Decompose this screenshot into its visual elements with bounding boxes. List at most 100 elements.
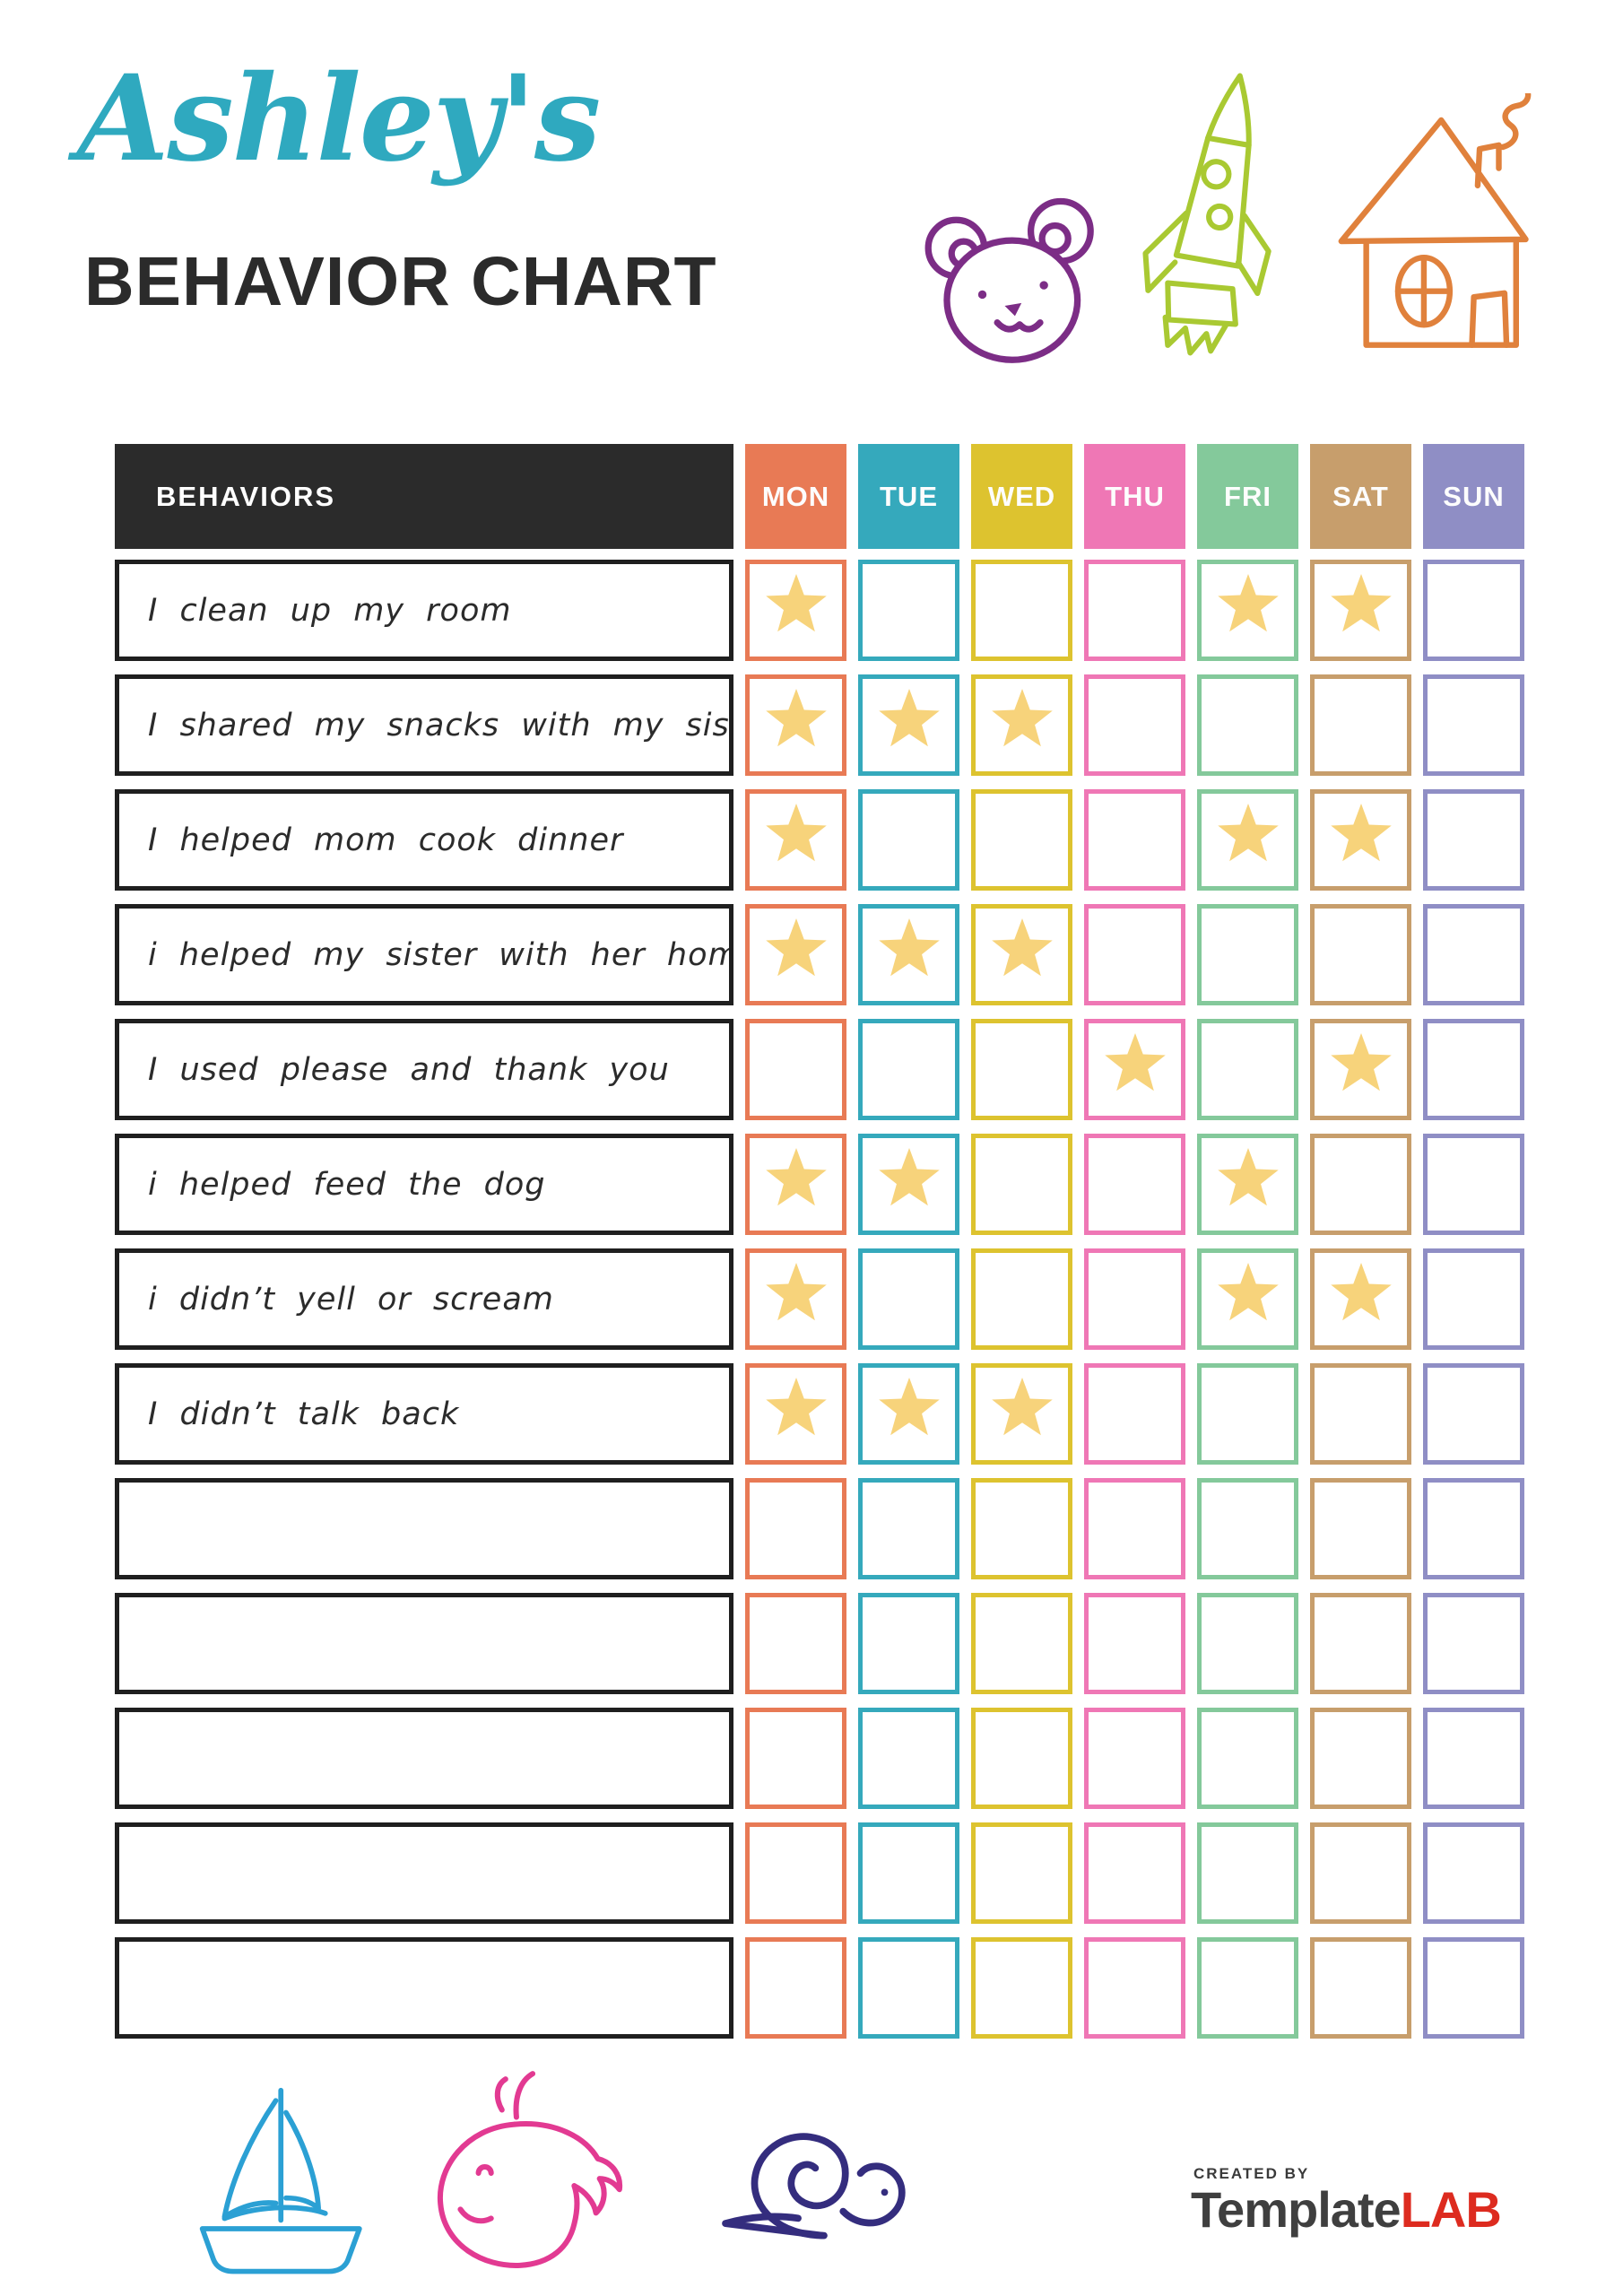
day-cell-sun (1423, 1363, 1524, 1465)
day-cell-sun (1423, 1019, 1524, 1120)
day-cell-tue (858, 1478, 959, 1579)
day-cell-fri (1197, 1019, 1298, 1120)
day-cell-wed (971, 1937, 1072, 2039)
behavior-label: i helped my sister with her homework (115, 904, 733, 1005)
table-row: i helped my sister with her homework (115, 904, 1524, 1005)
day-header-tue: TUE (858, 444, 959, 549)
day-cell-fri (1197, 1478, 1298, 1579)
day-cell-thu (1084, 1708, 1185, 1809)
day-cell-sat (1310, 674, 1411, 776)
day-cell-thu (1084, 904, 1185, 1005)
behavior-table: BEHAVIORS MON TUE WED THU FRI SAT SUN I clean … (115, 444, 1524, 2052)
star-icon (1217, 1147, 1279, 1206)
day-cell-thu (1084, 1593, 1185, 1694)
day-cell-mon (745, 1248, 846, 1350)
sailboat-icon (135, 2068, 436, 2282)
day-cell-tue (858, 1937, 959, 2039)
created-by-label: CREATED BY (1193, 2165, 1310, 2182)
day-cell-thu (1084, 1937, 1185, 2039)
star-icon (991, 688, 1053, 747)
templatelab-logo: CREATED BY TemplateLAB (1191, 2165, 1541, 2235)
day-header-sun: SUN (1423, 444, 1524, 549)
behavior-label: i helped feed the dog (115, 1134, 733, 1235)
day-cell-sat (1310, 1134, 1411, 1235)
day-header-wed: WED (971, 444, 1072, 549)
day-cell-tue (858, 1363, 959, 1465)
day-cell-wed (971, 904, 1072, 1005)
day-cell-mon (745, 1478, 846, 1579)
brand-wordmark: TemplateLAB (1191, 2185, 1541, 2235)
behavior-label (115, 1708, 733, 1809)
star-icon (991, 918, 1053, 977)
table-row: I didn’t talk back (115, 1363, 1524, 1465)
day-cell-fri (1197, 560, 1298, 661)
day-cell-fri (1197, 1708, 1298, 1809)
day-cell-sun (1423, 1708, 1524, 1809)
day-cell-sat (1310, 1019, 1411, 1120)
behavior-label (115, 1937, 733, 2039)
behavior-label: I helped mom cook dinner (115, 789, 733, 891)
day-cell-mon (745, 674, 846, 776)
day-cell-wed (971, 674, 1072, 776)
day-cell-fri (1197, 1937, 1298, 2039)
bear-icon (913, 190, 1121, 377)
star-icon (765, 918, 827, 977)
day-cell-thu (1084, 1134, 1185, 1235)
day-cell-tue (858, 1708, 959, 1809)
day-cell-sat (1310, 560, 1411, 661)
day-cell-tue (858, 1822, 959, 1924)
house-icon (1325, 93, 1551, 362)
table-body: I clean up my room I shared my snacks wi… (115, 560, 1524, 2039)
day-cell-mon (745, 1822, 846, 1924)
page-title: BEHAVIOR CHART (84, 243, 717, 320)
day-cell-wed (971, 1822, 1072, 1924)
table-row: I clean up my room (115, 560, 1524, 661)
day-cell-sat (1310, 1708, 1411, 1809)
day-cell-thu (1084, 1019, 1185, 1120)
star-icon (878, 918, 940, 977)
table-row (115, 1937, 1524, 2039)
day-cell-sat (1310, 1478, 1411, 1579)
day-cell-mon (745, 1937, 846, 2039)
behavior-label: I shared my snacks with my sister (115, 674, 733, 776)
day-cell-tue (858, 1019, 959, 1120)
day-header-sat: SAT (1310, 444, 1411, 549)
day-cell-sat (1310, 1937, 1411, 2039)
day-cell-tue (858, 904, 959, 1005)
day-cell-sat (1310, 1822, 1411, 1924)
day-cell-tue (858, 674, 959, 776)
behavior-label (115, 1478, 733, 1579)
behavior-label (115, 1822, 733, 1924)
day-cell-sun (1423, 1248, 1524, 1350)
star-icon (765, 1377, 827, 1436)
day-cell-wed (971, 1363, 1072, 1465)
star-icon (765, 573, 827, 632)
star-icon (765, 1147, 827, 1206)
day-cell-fri (1197, 789, 1298, 891)
day-cell-tue (858, 1248, 959, 1350)
day-cell-thu (1084, 1478, 1185, 1579)
day-cell-mon (745, 1708, 846, 1809)
day-cell-sat (1310, 904, 1411, 1005)
day-cell-tue (858, 560, 959, 661)
day-cell-sun (1423, 1134, 1524, 1235)
day-cell-thu (1084, 1248, 1185, 1350)
rocket-icon (1109, 53, 1319, 391)
behaviors-column-header: BEHAVIORS (115, 444, 733, 549)
day-cell-mon (745, 1134, 846, 1235)
star-icon (1217, 803, 1279, 862)
day-cell-fri (1197, 674, 1298, 776)
star-icon (1330, 803, 1392, 862)
table-row: I shared my snacks with my sister (115, 674, 1524, 776)
table-row: i didn’t yell or scream (115, 1248, 1524, 1350)
day-cell-fri (1197, 1363, 1298, 1465)
day-cell-sun (1423, 560, 1524, 661)
day-cell-wed (971, 1593, 1072, 1694)
day-cell-sun (1423, 674, 1524, 776)
star-icon (1330, 1262, 1392, 1321)
day-cell-thu (1084, 1363, 1185, 1465)
day-header-thu: THU (1084, 444, 1185, 549)
day-cell-sun (1423, 1822, 1524, 1924)
day-cell-sun (1423, 1478, 1524, 1579)
table-row (115, 1822, 1524, 1924)
